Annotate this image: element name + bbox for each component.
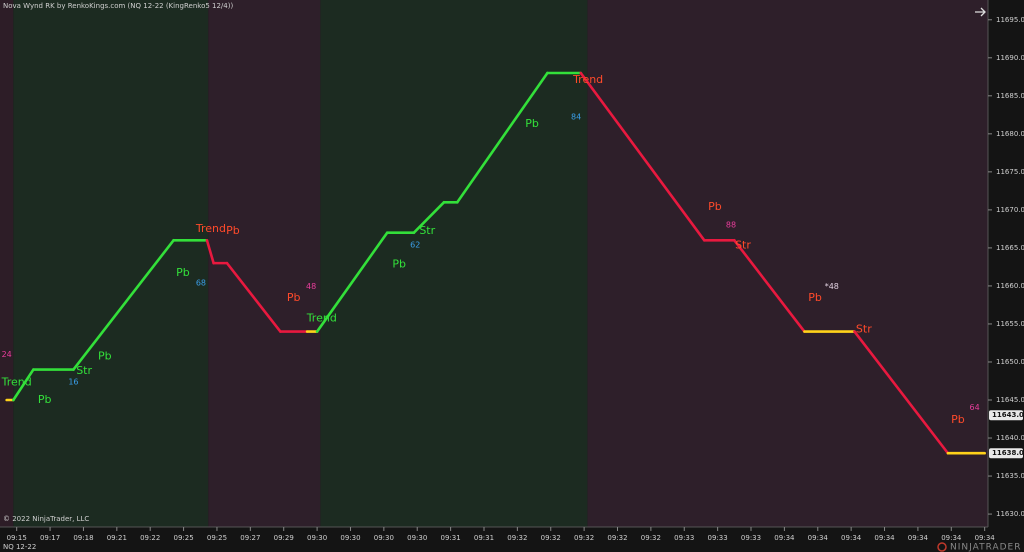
y-tick-label: 11670.00: [996, 206, 1024, 214]
price-marker: [989, 410, 1023, 421]
signal-label: Trend: [572, 73, 603, 86]
trend-zone: [13, 0, 209, 527]
x-tick-label: 09:29: [274, 534, 294, 542]
signal-label: Pb: [38, 393, 52, 406]
trend-segment: [225, 261, 282, 333]
price-marker-label: 11638.00: [992, 449, 1024, 457]
signal-label: 62: [410, 240, 420, 249]
x-tick-label: 09:34: [874, 534, 895, 542]
x-tick-label: 09:18: [73, 534, 93, 542]
signal-label: Pb: [98, 350, 112, 363]
x-tick-label: 09:21: [107, 534, 127, 542]
x-tick-label: 09:31: [441, 534, 461, 542]
signal-label: 68: [196, 278, 206, 287]
y-tick-label: 11650.00: [996, 358, 1024, 366]
signal-label: Pb: [951, 413, 965, 426]
signal-label: 16: [68, 377, 78, 386]
brand: NINJATRADER: [950, 543, 1022, 552]
x-tick-label: 09:31: [474, 534, 494, 542]
trend-segment: [12, 368, 35, 402]
signal-label: 84: [571, 113, 581, 122]
x-tick-label: 09:25: [173, 534, 193, 542]
x-tick-label: 09:32: [507, 534, 527, 542]
chart-title: Nova Wynd RK by RenkoKings.com (NQ 12-22…: [3, 2, 233, 10]
signal-label: Pb: [287, 291, 301, 304]
x-tick-label: 09:34: [841, 534, 862, 542]
y-tick-label: 11665.00: [996, 244, 1024, 252]
signal-label: 24: [2, 350, 12, 359]
trend-segment: [853, 330, 950, 455]
signal-label: Pb: [392, 258, 406, 271]
price-marker: [989, 448, 1023, 459]
x-tick-label: 09:33: [741, 534, 761, 542]
y-tick-label: 11675.00: [996, 168, 1024, 176]
trend-zone: [0, 0, 14, 527]
trend-segment: [72, 239, 175, 371]
y-tick-label: 11635.00: [996, 472, 1024, 480]
signal-label: 64: [970, 403, 980, 412]
copyright: © 2022 NinjaTrader, LLC: [3, 515, 89, 523]
x-tick-label: 09:15: [7, 534, 27, 542]
signal-label: Pb: [176, 266, 190, 279]
x-tick-label: 09:32: [641, 534, 661, 542]
x-tick-label: 09:30: [374, 534, 394, 542]
expand-button[interactable]: [975, 7, 986, 17]
brand-logo: [937, 542, 947, 552]
trend-segment: [412, 200, 446, 235]
x-tick-label: 09:22: [140, 534, 160, 542]
y-tick-label: 11645.00: [996, 396, 1024, 404]
x-tick-label: 09:33: [708, 534, 728, 542]
signal-label: Trend: [1, 376, 32, 389]
x-tick-label: 09:34: [941, 534, 962, 542]
y-tick-label: 11630.00: [996, 510, 1024, 518]
trend-segment: [579, 71, 706, 242]
trend-segment: [315, 231, 389, 333]
signal-label: Pb: [525, 117, 539, 130]
trend-zone: [587, 0, 988, 527]
signal-label: Str: [76, 364, 92, 377]
y-tick-label: 11640.00: [996, 434, 1024, 442]
x-tick-label: 09:34: [808, 534, 829, 542]
x-tick-label: 09:32: [541, 534, 561, 542]
x-tick-label: 09:30: [407, 534, 427, 542]
y-tick-label: 11680.00: [996, 130, 1024, 138]
signal-label: Pb: [226, 224, 240, 237]
x-tick-label: 09:27: [240, 534, 260, 542]
zones: [0, 0, 988, 527]
trend-segment: [455, 71, 549, 204]
signal-label: Str: [735, 239, 751, 252]
x-tick-label: 09:32: [607, 534, 627, 542]
trend-zone: [320, 0, 588, 527]
x-tick-label: 09:17: [40, 534, 60, 542]
price-marker-label: 11643.00: [992, 411, 1024, 419]
signal-label: 88: [726, 221, 736, 230]
signal-label: Pb: [708, 200, 722, 213]
x-tick-label: 09:32: [574, 534, 594, 542]
y-tick-label: 11660.00: [996, 282, 1024, 290]
instrument: NQ 12-22: [3, 543, 36, 551]
x-tick-label: 09:33: [674, 534, 694, 542]
trend-segment: [205, 239, 215, 265]
signal-label: 48: [306, 282, 316, 291]
x-tick-label: 09:34: [975, 534, 996, 542]
trend-segment: [733, 239, 806, 333]
y-tick-label: 11695.00: [996, 16, 1024, 24]
x-tick-label: 09:30: [340, 534, 360, 542]
y-tick-label: 11685.00: [996, 92, 1024, 100]
signal-label: Pb: [808, 291, 822, 304]
signal-label: Str: [419, 224, 435, 237]
x-tick-label: 09:30: [307, 534, 327, 542]
x-tick-label: 09:34: [774, 534, 795, 542]
x-tick-label: 09:34: [908, 534, 929, 542]
y-tick-label: 11690.00: [996, 54, 1024, 62]
signal-label: Trend: [195, 222, 226, 235]
y-tick-label: 11655.00: [996, 320, 1024, 328]
signal-label: Str: [856, 322, 872, 335]
signal-label: Trend: [306, 312, 337, 325]
x-tick-label: 09:25: [207, 534, 227, 542]
signal-label: *48: [825, 282, 839, 291]
